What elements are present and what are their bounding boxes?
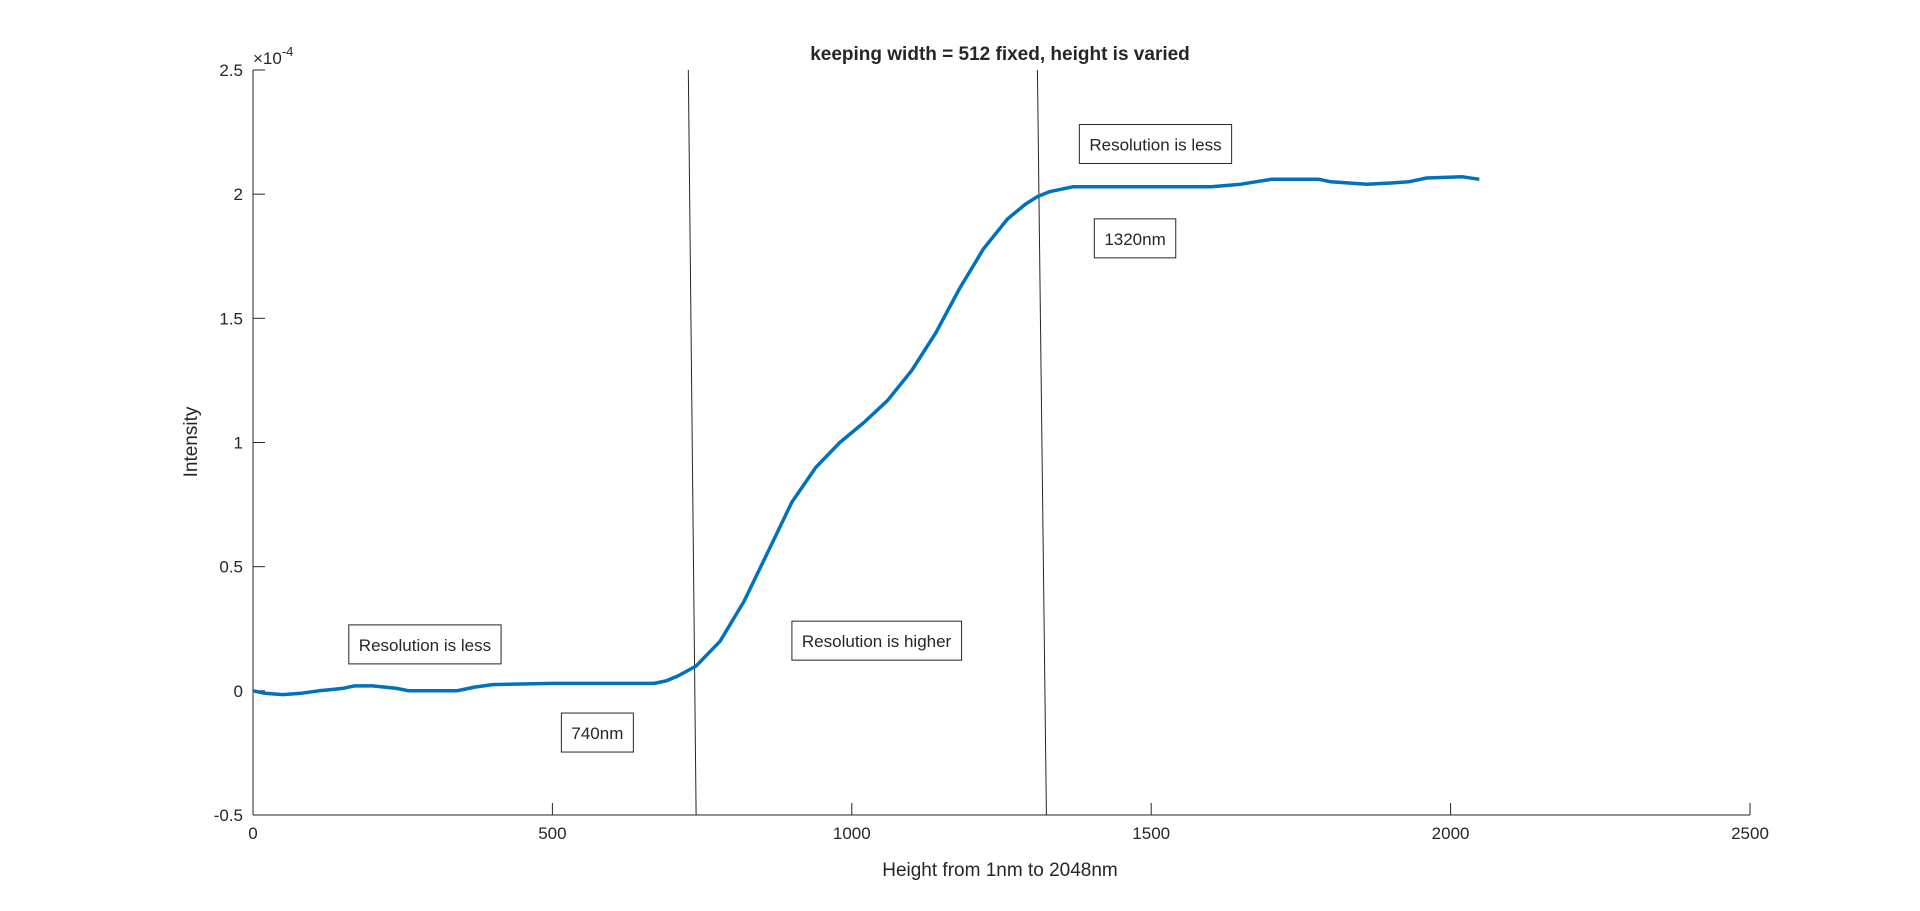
annotation-box: Resolution is higher <box>791 620 963 661</box>
ticks: 0 500 1000 1500 2000 2500 -0.5 0 0.5 1 1.5 2 2.5 <box>214 61 1769 843</box>
annotation-text: Resolution is less <box>1089 136 1221 155</box>
y-tick-label: 2 <box>234 185 243 204</box>
y-tick-label: 2.5 <box>219 61 243 80</box>
x-tick-label: 500 <box>538 824 566 843</box>
vertical-lines <box>687 69 1047 816</box>
annotation-border <box>1093 218 1177 259</box>
x-tick-label: 1500 <box>1132 824 1170 843</box>
annotation-box: Resolution is less <box>348 624 502 665</box>
annotation-border <box>348 624 502 665</box>
y-tick-label: 1.5 <box>219 309 243 328</box>
annotation-text: Resolution is less <box>359 636 491 655</box>
y-tick-label: 1 <box>234 434 243 453</box>
chart-title: keeping width = 512 fixed, height is var… <box>810 44 1190 65</box>
vertical-marker-line <box>1036 69 1047 816</box>
annotations: Resolution is less 740nm Resolution is hig… <box>348 124 1233 753</box>
annotation-border <box>791 620 963 661</box>
annotation-box: 1320nm <box>1093 218 1177 259</box>
annotation-text: 740nm <box>571 724 623 743</box>
y-tick-label: 0.5 <box>219 558 243 577</box>
y-exponent-label: ×10-4 <box>253 44 293 68</box>
axes <box>252 70 1750 816</box>
y-tick-label: -0.5 <box>214 806 243 825</box>
x-tick-label: 0 <box>248 824 257 843</box>
x-tick-label: 2000 <box>1432 824 1470 843</box>
annotation-text: Resolution is higher <box>802 632 952 651</box>
y-exponent-power: -4 <box>282 44 294 59</box>
vertical-marker-line <box>687 69 697 816</box>
y-tick-label: 0 <box>234 682 243 701</box>
series-line <box>252 175 1480 697</box>
annotation-border <box>560 712 634 753</box>
x-axis-label: Height from 1nm to 2048nm <box>882 860 1118 881</box>
x-tick-label: 2500 <box>1731 824 1769 843</box>
annotation-box: Resolution is less <box>1078 124 1233 164</box>
y-axis-label: Intensity <box>181 406 202 477</box>
y-exponent-base: ×10 <box>253 49 282 68</box>
annotation-border <box>1078 124 1233 164</box>
annotation-box: 740nm <box>560 712 634 753</box>
annotation-text: 1320nm <box>1104 230 1165 249</box>
x-tick-label: 1000 <box>833 824 871 843</box>
